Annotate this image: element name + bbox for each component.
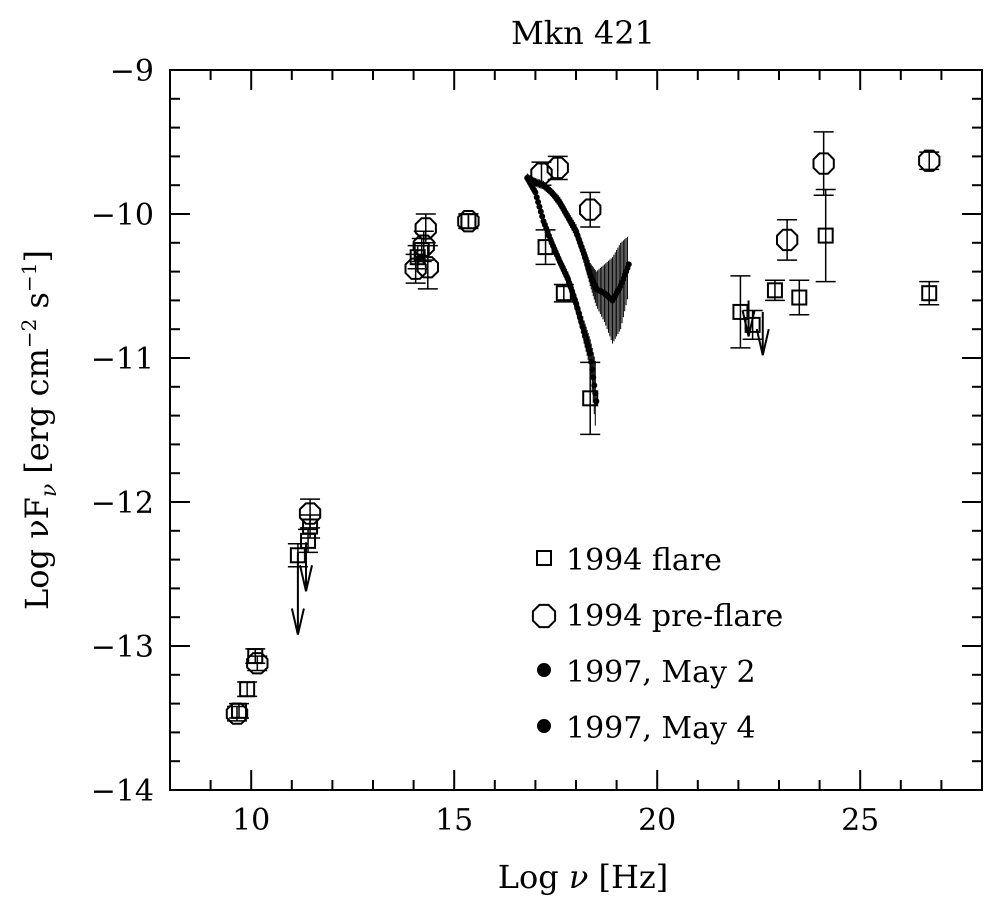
data-point-dot	[593, 398, 600, 405]
legend: 1994 flare 1994 pre-flare 1997, May 2 1997,…	[531, 543, 783, 746]
y-axis-label-exp2: −1	[17, 263, 41, 292]
legend-marker-square	[536, 550, 552, 566]
upper-limit-arrowhead	[299, 565, 313, 592]
upper-limit-arrowhead	[290, 608, 305, 635]
data-point-dot	[592, 390, 599, 397]
data-point-octagon	[457, 210, 480, 233]
data-point-octagon	[412, 234, 435, 257]
data-point-square	[921, 285, 938, 302]
y-tick-label: −9	[110, 54, 154, 89]
data-point-square	[791, 289, 808, 306]
data-point-square	[732, 303, 749, 320]
data-point-octagon	[298, 502, 322, 525]
data-point-dot	[591, 382, 598, 389]
data-point-octagon	[776, 228, 799, 252]
x-axis-label-units: [Hz]	[588, 858, 668, 896]
y-axis-label-text: Log νF	[18, 497, 56, 610]
x-tick-labels: 10 15 20 25	[232, 803, 879, 838]
y-tick-label: −10	[91, 198, 154, 233]
series-0	[229, 188, 940, 719]
series-2	[524, 173, 632, 344]
x-tick-label: 25	[841, 803, 879, 838]
legend-label: 1994 flare	[566, 543, 722, 578]
legend-marker-octagon	[531, 603, 557, 629]
x-tick-label: 15	[435, 803, 473, 838]
y-axis-label-sub: ν	[37, 484, 62, 497]
legend-label: 1997, May 2	[566, 655, 756, 690]
y-tick-label: −14	[91, 774, 154, 809]
axis-ticks	[169, 69, 983, 791]
data-point-octagon	[416, 256, 439, 279]
data-point-square	[582, 390, 599, 407]
y-tick-label: −12	[91, 486, 154, 521]
y-axis-label-s: s	[18, 292, 56, 319]
data-point-octagon	[812, 152, 835, 175]
x-axis-label: Log ν [Hz]	[498, 858, 669, 896]
y-tick-labels: −14 −13 −12 −11 −10 −9	[91, 54, 154, 809]
legend-label: 1994 pre-flare	[566, 599, 783, 634]
data-marks	[225, 131, 941, 725]
data-point-octagon	[414, 217, 437, 240]
data-point-octagon	[225, 702, 249, 725]
data-point-square	[817, 227, 834, 244]
data-point-octagon	[918, 149, 941, 172]
y-tick-label: −11	[91, 342, 154, 377]
data-point-square	[766, 282, 783, 299]
chart-title: Mkn 421	[511, 14, 655, 52]
data-point-square	[239, 681, 256, 698]
upper-limit-arrowhead	[755, 328, 770, 356]
data-point-octagon	[404, 257, 427, 280]
legend-label: 1997, May 4	[566, 711, 756, 746]
y-tick-label: −13	[91, 630, 154, 665]
data-point-octagon	[546, 156, 569, 180]
x-tick-label: 20	[638, 803, 676, 838]
upper-limit-arrowhead	[741, 310, 756, 337]
y-axis-label: Log νFν [erg cm−2 s−1]	[17, 250, 62, 610]
x-axis-label-prefix: Log	[498, 858, 569, 896]
data-point-octagon	[579, 198, 602, 221]
series-3	[524, 173, 600, 426]
legend-marker-dot	[537, 719, 551, 733]
y-axis-label-units: [erg cm	[18, 348, 56, 474]
series-1	[225, 131, 941, 725]
legend-marker-dot	[537, 663, 551, 677]
y-axis-label-close: ]	[18, 250, 56, 262]
data-point-octagon	[246, 652, 269, 675]
y-axis-label-exp1: −2	[17, 319, 41, 348]
x-axis-label-nu: ν	[569, 858, 588, 896]
x-tick-label: 10	[232, 803, 270, 838]
data-point-dot	[625, 261, 632, 268]
